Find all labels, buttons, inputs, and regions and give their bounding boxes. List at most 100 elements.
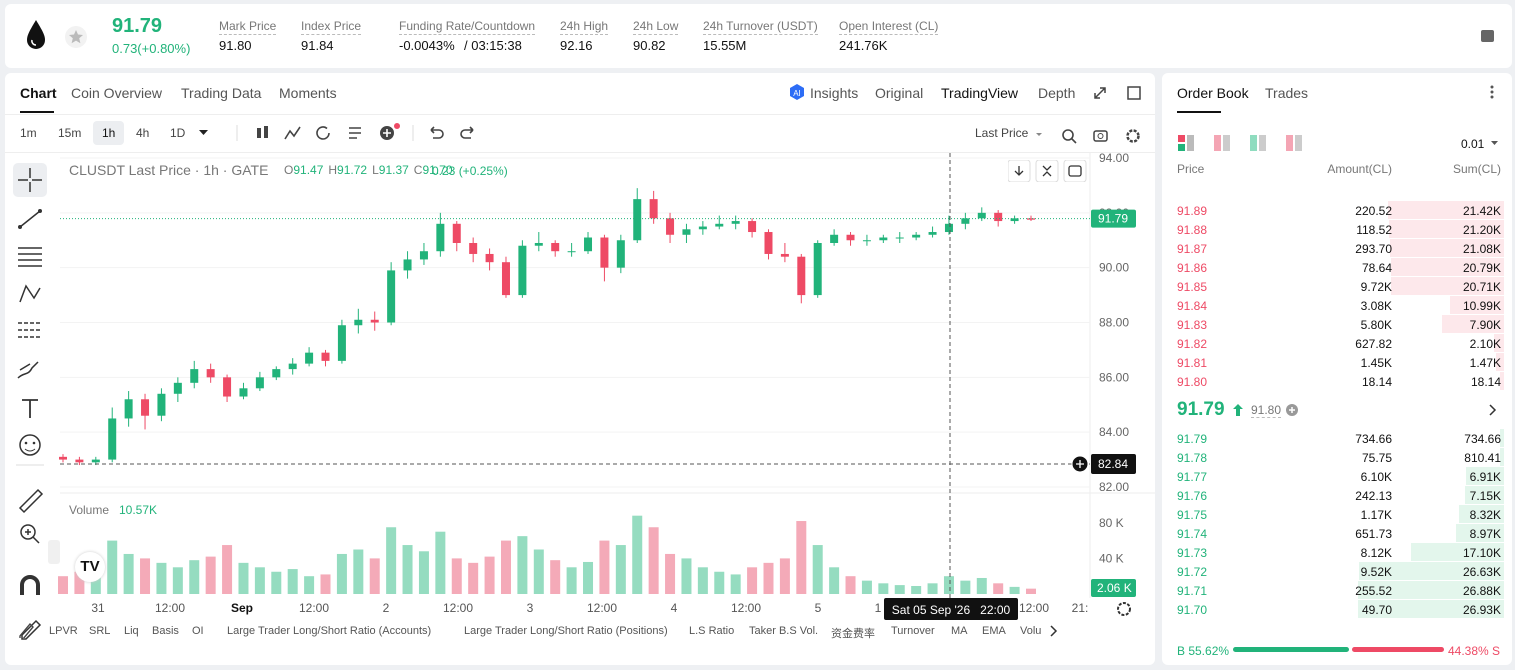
- interval[interactable]: 4h: [136, 126, 150, 140]
- volume-bar: [140, 558, 151, 594]
- depth-bar: [1466, 467, 1504, 485]
- book-price[interactable]: 91.75: [1177, 508, 1208, 522]
- stat-value: / 03:15:38: [464, 38, 522, 53]
- tradingview-logo: TV: [75, 552, 105, 582]
- candle-body: [337, 325, 346, 361]
- book-price[interactable]: 91.70: [1177, 603, 1208, 617]
- chart-tools[interactable]: [1034, 128, 1144, 144]
- indicator[interactable]: MA: [951, 625, 968, 637]
- book-price[interactable]: 91.89: [1177, 204, 1208, 218]
- volume-bar: [123, 553, 134, 594]
- book-price[interactable]: 91.79: [1177, 432, 1208, 446]
- book-price[interactable]: 91.73: [1177, 546, 1208, 560]
- candle-body: [452, 223, 461, 243]
- collapse-handle[interactable]: [48, 540, 60, 564]
- indicator[interactable]: Large Trader Long/Short Ratio (Positions…: [464, 625, 668, 637]
- book-layout-buttons[interactable]: [1178, 134, 1308, 152]
- volume-bar: [533, 549, 544, 594]
- book-price[interactable]: 91.84: [1177, 299, 1208, 313]
- book-sum: 26.88K: [1462, 584, 1501, 598]
- favorite-star[interactable]: [64, 25, 88, 49]
- candle-body: [272, 369, 281, 378]
- view-tab[interactable]: Original: [875, 85, 924, 101]
- candle-body: [255, 377, 264, 389]
- toolbar-icons[interactable]: [235, 122, 495, 144]
- view-tab[interactable]: Insights: [810, 85, 859, 101]
- interval[interactable]: 1h: [93, 121, 125, 145]
- book-sum: 10.99K: [1462, 299, 1501, 313]
- depth-bar: [1358, 581, 1504, 599]
- book-price[interactable]: 91.85: [1177, 280, 1208, 294]
- settings-icon[interactable]: [1115, 600, 1133, 618]
- indicator[interactable]: OI: [192, 625, 204, 637]
- candle-body: [780, 253, 789, 257]
- book-sum: 26.63K: [1462, 565, 1501, 579]
- book-price[interactable]: 91.82: [1177, 337, 1208, 351]
- drawing-toolbar[interactable]: [10, 160, 52, 640]
- book-price[interactable]: 91.81: [1177, 356, 1208, 370]
- indicator[interactable]: L.S Ratio: [689, 625, 735, 637]
- candle-body: [682, 229, 691, 235]
- depth-bar: [1389, 220, 1504, 238]
- book-price[interactable]: 91.80: [1177, 375, 1208, 389]
- chart-tab[interactable]: Coin Overview: [71, 85, 163, 101]
- book-price[interactable]: 91.78: [1177, 451, 1208, 465]
- interval[interactable]: 15m: [58, 126, 82, 140]
- chart-tab[interactable]: Chart: [20, 85, 57, 101]
- book-price[interactable]: 91.86: [1177, 261, 1208, 275]
- stat-value: 15.55M: [703, 38, 747, 53]
- chevron[interactable]: [1488, 404, 1498, 416]
- divider: [5, 114, 1155, 115]
- scroll-right[interactable]: [1048, 625, 1060, 637]
- indicator[interactable]: SRL: [89, 625, 111, 637]
- precision-select[interactable]: 0.01: [1461, 137, 1485, 151]
- dropdown-caret[interactable]: [198, 128, 210, 138]
- indicator[interactable]: Turnover: [891, 625, 935, 637]
- price-type-select[interactable]: Last Price: [975, 126, 1029, 140]
- interval[interactable]: 1m: [20, 126, 37, 140]
- stat-label: Index Price: [301, 19, 362, 35]
- indicator[interactable]: Large Trader Long/Short Ratio (Accounts): [227, 625, 432, 637]
- dropdown-caret[interactable]: [1490, 140, 1500, 148]
- volume-bar: [763, 562, 774, 594]
- book-price[interactable]: 91.87: [1177, 242, 1208, 256]
- y-tick-label: 84.00: [1099, 425, 1129, 439]
- candle-body: [370, 319, 379, 323]
- book-amount: 255.52: [1355, 584, 1392, 598]
- volume-bar: [747, 567, 758, 594]
- book-tab[interactable]: Trades: [1265, 85, 1309, 101]
- volume-bar: [435, 531, 446, 594]
- pane-buttons[interactable]: [1008, 160, 1088, 182]
- stat-label: Funding Rate/Countdown: [399, 19, 536, 35]
- indicator[interactable]: 资金费率: [831, 628, 875, 640]
- indicator[interactable]: EMA: [982, 625, 1006, 637]
- book-price[interactable]: 91.77: [1177, 470, 1208, 484]
- book-amount: 9.52K: [1360, 565, 1392, 579]
- book-amount: 734.66: [1355, 432, 1392, 446]
- indicator[interactable]: Taker B.S Vol.: [749, 625, 819, 637]
- volume-bar: [894, 585, 905, 594]
- indicator[interactable]: LPVR: [49, 625, 78, 637]
- book-price[interactable]: 91.76: [1177, 489, 1208, 503]
- book-amount: 8.12K: [1360, 546, 1392, 560]
- book-price[interactable]: 91.72: [1177, 565, 1208, 579]
- book-tab[interactable]: Order Book: [1177, 85, 1249, 101]
- view-tab[interactable]: TradingView: [941, 85, 1019, 101]
- window-icons[interactable]: [1092, 84, 1152, 102]
- chart-tab[interactable]: Trading Data: [181, 85, 262, 101]
- view-tab[interactable]: Depth: [1038, 85, 1076, 101]
- book-price[interactable]: 91.71: [1177, 584, 1208, 598]
- stat-value: -0.0043%: [399, 38, 455, 53]
- notes-icon[interactable]: [1478, 27, 1498, 45]
- indicator[interactable]: Volu: [1020, 625, 1042, 637]
- interval[interactable]: 1D: [170, 126, 186, 140]
- book-price[interactable]: 91.88: [1177, 223, 1208, 237]
- more-menu[interactable]: [1488, 84, 1496, 100]
- book-price[interactable]: 91.74: [1177, 527, 1208, 541]
- pen-icon[interactable]: [18, 620, 34, 638]
- book-price[interactable]: 91.83: [1177, 318, 1208, 332]
- volume-bar: [779, 558, 790, 594]
- indicator[interactable]: Basis: [152, 625, 179, 637]
- chart-tab[interactable]: Moments: [279, 85, 337, 101]
- indicator[interactable]: Liq: [124, 625, 139, 637]
